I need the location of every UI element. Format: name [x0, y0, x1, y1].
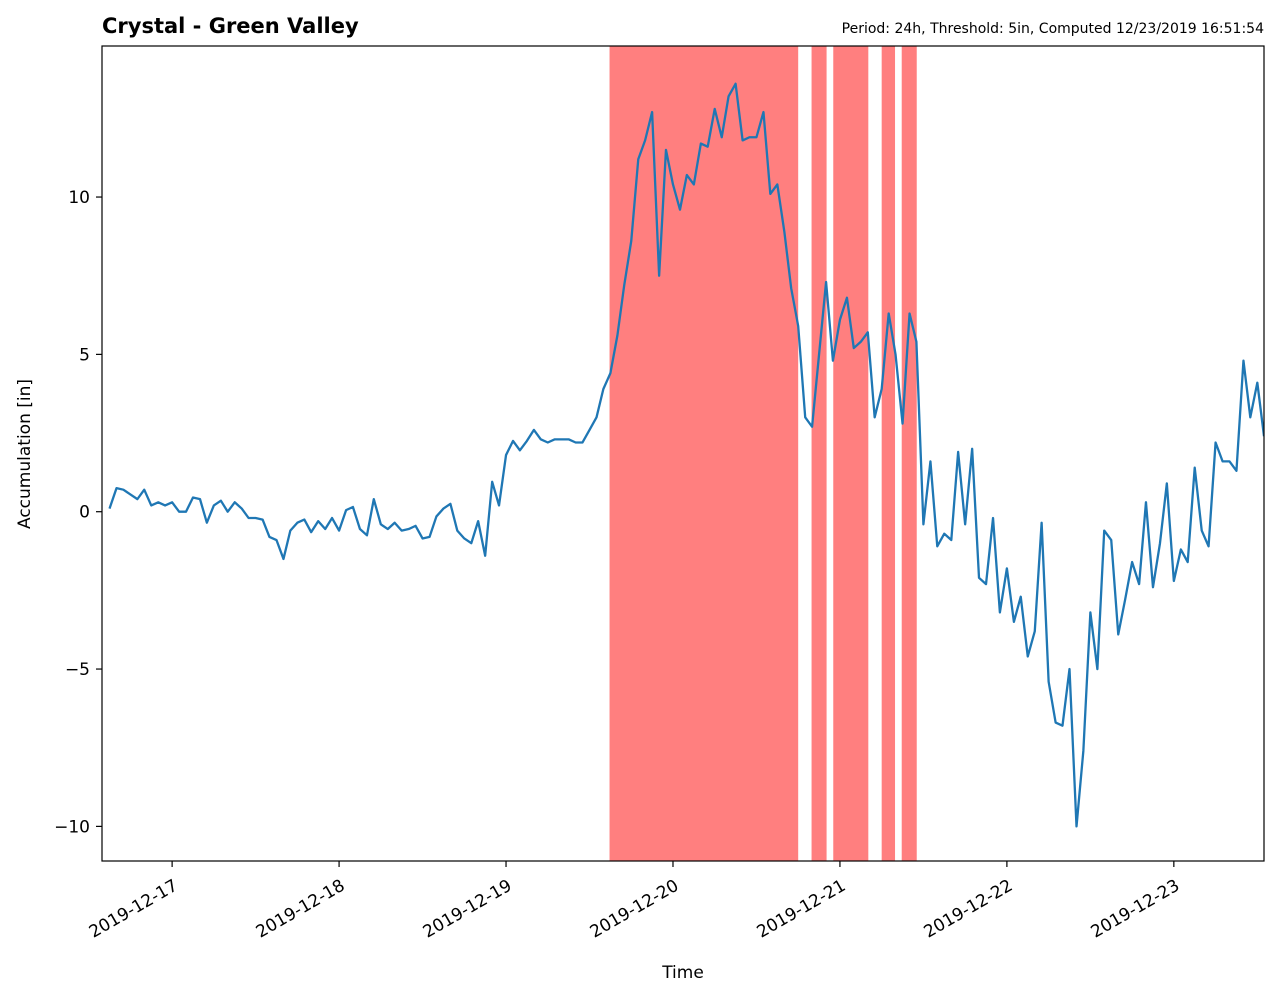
y-tick-label-4: −10 — [54, 817, 90, 837]
x-axis-label: Time — [661, 963, 704, 983]
chart-title: Crystal - Green Valley — [102, 14, 359, 38]
highlight-span-0 — [609, 46, 799, 861]
plot-frame — [101, 45, 1265, 862]
y-tick-label-2: 0 — [79, 503, 90, 523]
highlight-span-3 — [881, 46, 896, 861]
x-tick-label-4: 2019-12-21 — [754, 876, 850, 943]
series-line — [108, 82, 1264, 828]
threshold-highlight-spans — [609, 46, 917, 861]
x-tick-label-1: 2019-12-18 — [253, 876, 349, 943]
y-tick-label-3: −5 — [65, 660, 90, 680]
y-tick-label-0: 10 — [68, 188, 90, 208]
x-tick-label-6: 2019-12-23 — [1088, 876, 1184, 943]
y-tick-label-1: 5 — [79, 345, 90, 365]
x-tick-label-0: 2019-12-17 — [86, 876, 182, 943]
accumulation-series — [108, 82, 1264, 828]
highlight-span-4 — [901, 46, 917, 861]
x-tick-label-2: 2019-12-19 — [420, 876, 516, 943]
x-tick-label-3: 2019-12-20 — [587, 876, 683, 943]
y-axis-label: Accumulation [in] — [15, 379, 35, 529]
chart-subtitle: Period: 24h, Threshold: 5in, Computed 12… — [842, 21, 1264, 37]
highlight-span-1 — [811, 46, 827, 861]
highlight-span-2 — [833, 46, 869, 861]
x-tick-label-5: 2019-12-22 — [921, 876, 1017, 943]
